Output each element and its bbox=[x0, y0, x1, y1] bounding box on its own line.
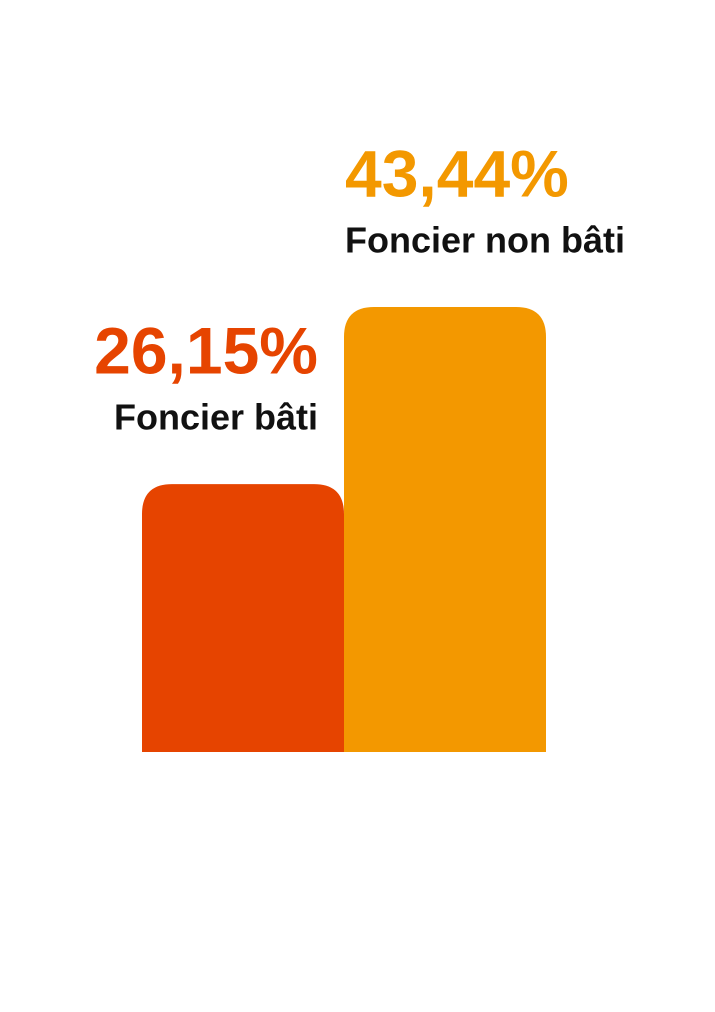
bar bbox=[142, 484, 344, 752]
value-label: 26,15% bbox=[94, 314, 318, 388]
category-label: Foncier non bâti bbox=[345, 220, 625, 261]
category-label: Foncier bâti bbox=[114, 397, 318, 438]
value-label: 43,44% bbox=[345, 136, 569, 210]
bar bbox=[344, 307, 546, 752]
